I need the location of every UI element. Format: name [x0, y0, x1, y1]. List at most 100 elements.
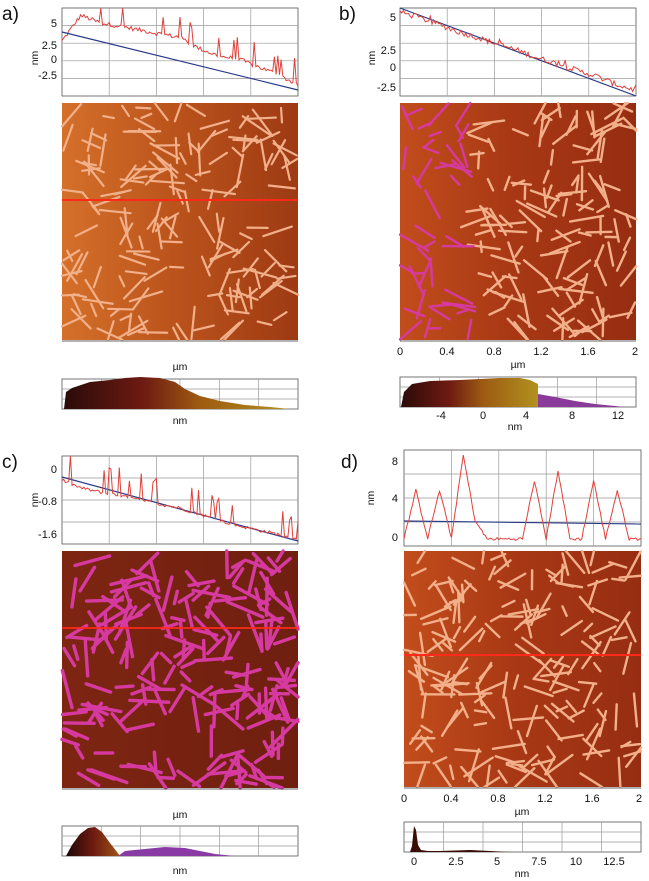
nanorod [191, 761, 227, 787]
nanorod [144, 174, 157, 186]
nanorod [624, 550, 642, 582]
nanorod [112, 578, 133, 599]
nanorod [607, 241, 615, 267]
nanorod [251, 108, 274, 137]
nanorod [613, 611, 631, 636]
height-map-bg-a [62, 103, 298, 340]
nanorod [579, 772, 604, 789]
nanorod [428, 305, 451, 321]
nanorod [591, 607, 620, 622]
ytick-b-0: 5 [390, 12, 396, 24]
nanorod [473, 709, 488, 714]
nanorod [146, 581, 156, 598]
nanorod [442, 641, 454, 652]
nanorod [148, 168, 169, 179]
nanorod [422, 146, 440, 155]
profile-ylabel-b: nm [366, 50, 378, 65]
nanorod [262, 225, 293, 238]
nanorod [518, 764, 548, 783]
nanorod [469, 151, 485, 156]
nanorod [560, 563, 564, 584]
nanorod [264, 152, 274, 171]
nanorod [585, 722, 599, 742]
nanorod [460, 583, 465, 604]
panel-label-c: c) [2, 452, 18, 473]
nanorod [467, 133, 490, 143]
nanorod [187, 579, 216, 588]
ytick-c-2: -1.6 [38, 529, 57, 541]
nanorod [561, 552, 570, 576]
nanorod [575, 176, 580, 194]
nanorod [463, 579, 478, 592]
nanorod [261, 692, 279, 707]
nanorod [513, 767, 536, 789]
nanorod [216, 216, 225, 250]
nanorod [549, 659, 570, 668]
nanorod [60, 668, 74, 710]
nanorod [232, 138, 260, 143]
nanorod [550, 228, 581, 242]
nanorod [190, 305, 196, 341]
profile-plot-c: nm 0 -0.8 -1.6 [29, 455, 299, 545]
nanorod [169, 163, 175, 196]
nanorod [611, 577, 626, 582]
nanorod [86, 701, 105, 722]
nanorod [614, 209, 638, 221]
nanorod [546, 745, 557, 759]
xtick-d-1: 0.4 [443, 793, 458, 805]
nanorod [191, 588, 232, 600]
nanorod [501, 599, 516, 608]
nanorod [122, 275, 146, 300]
nanorod [504, 696, 513, 730]
nanorod [416, 763, 427, 789]
nanorod [235, 752, 242, 790]
nanorod [484, 622, 501, 639]
nanorod [411, 567, 427, 577]
nanorod [119, 648, 128, 665]
nanorod [263, 708, 278, 721]
nanorod [263, 587, 293, 614]
nanorod [593, 244, 605, 268]
nanorod [610, 636, 628, 642]
nanorod [423, 317, 432, 339]
nanorod [536, 228, 540, 243]
nanorod [173, 645, 193, 659]
nanorod [266, 556, 282, 574]
nanorod [232, 667, 262, 679]
nanorod [133, 252, 160, 261]
nanorod [530, 758, 556, 767]
nanorod [259, 138, 268, 172]
x-unit-d: µm [515, 806, 530, 818]
nanorod [84, 278, 105, 310]
histogram-d [403, 821, 642, 853]
nanorod [260, 777, 276, 789]
nanorod [530, 604, 540, 627]
htick-b-0: -4 [436, 410, 446, 422]
nanorod [557, 581, 575, 588]
nanorod [439, 617, 453, 649]
nanorod [275, 549, 285, 563]
nanorod [126, 326, 146, 337]
nanorod [587, 172, 609, 203]
profile-line-b [399, 9, 637, 93]
xtick-b-3: 1.2 [533, 346, 548, 358]
nanorod [160, 217, 179, 238]
nanorod [486, 177, 495, 192]
nanorod [92, 265, 102, 289]
x-unit-a: µm [173, 361, 188, 373]
nanorod [505, 763, 527, 774]
nanorod [578, 272, 589, 305]
hist-area-d [410, 826, 510, 852]
nanorod [417, 654, 423, 691]
hist-unit-c: nm [173, 865, 188, 877]
nanorod [542, 169, 550, 184]
nanorod [163, 664, 176, 685]
nanorod [272, 311, 288, 322]
nanorod [489, 207, 508, 237]
nanorod [561, 605, 568, 617]
nanorod [482, 274, 507, 297]
hist-unit-a: nm [173, 415, 188, 427]
nanorod [109, 581, 148, 594]
nanorod [199, 119, 230, 130]
nanorod [274, 661, 288, 684]
